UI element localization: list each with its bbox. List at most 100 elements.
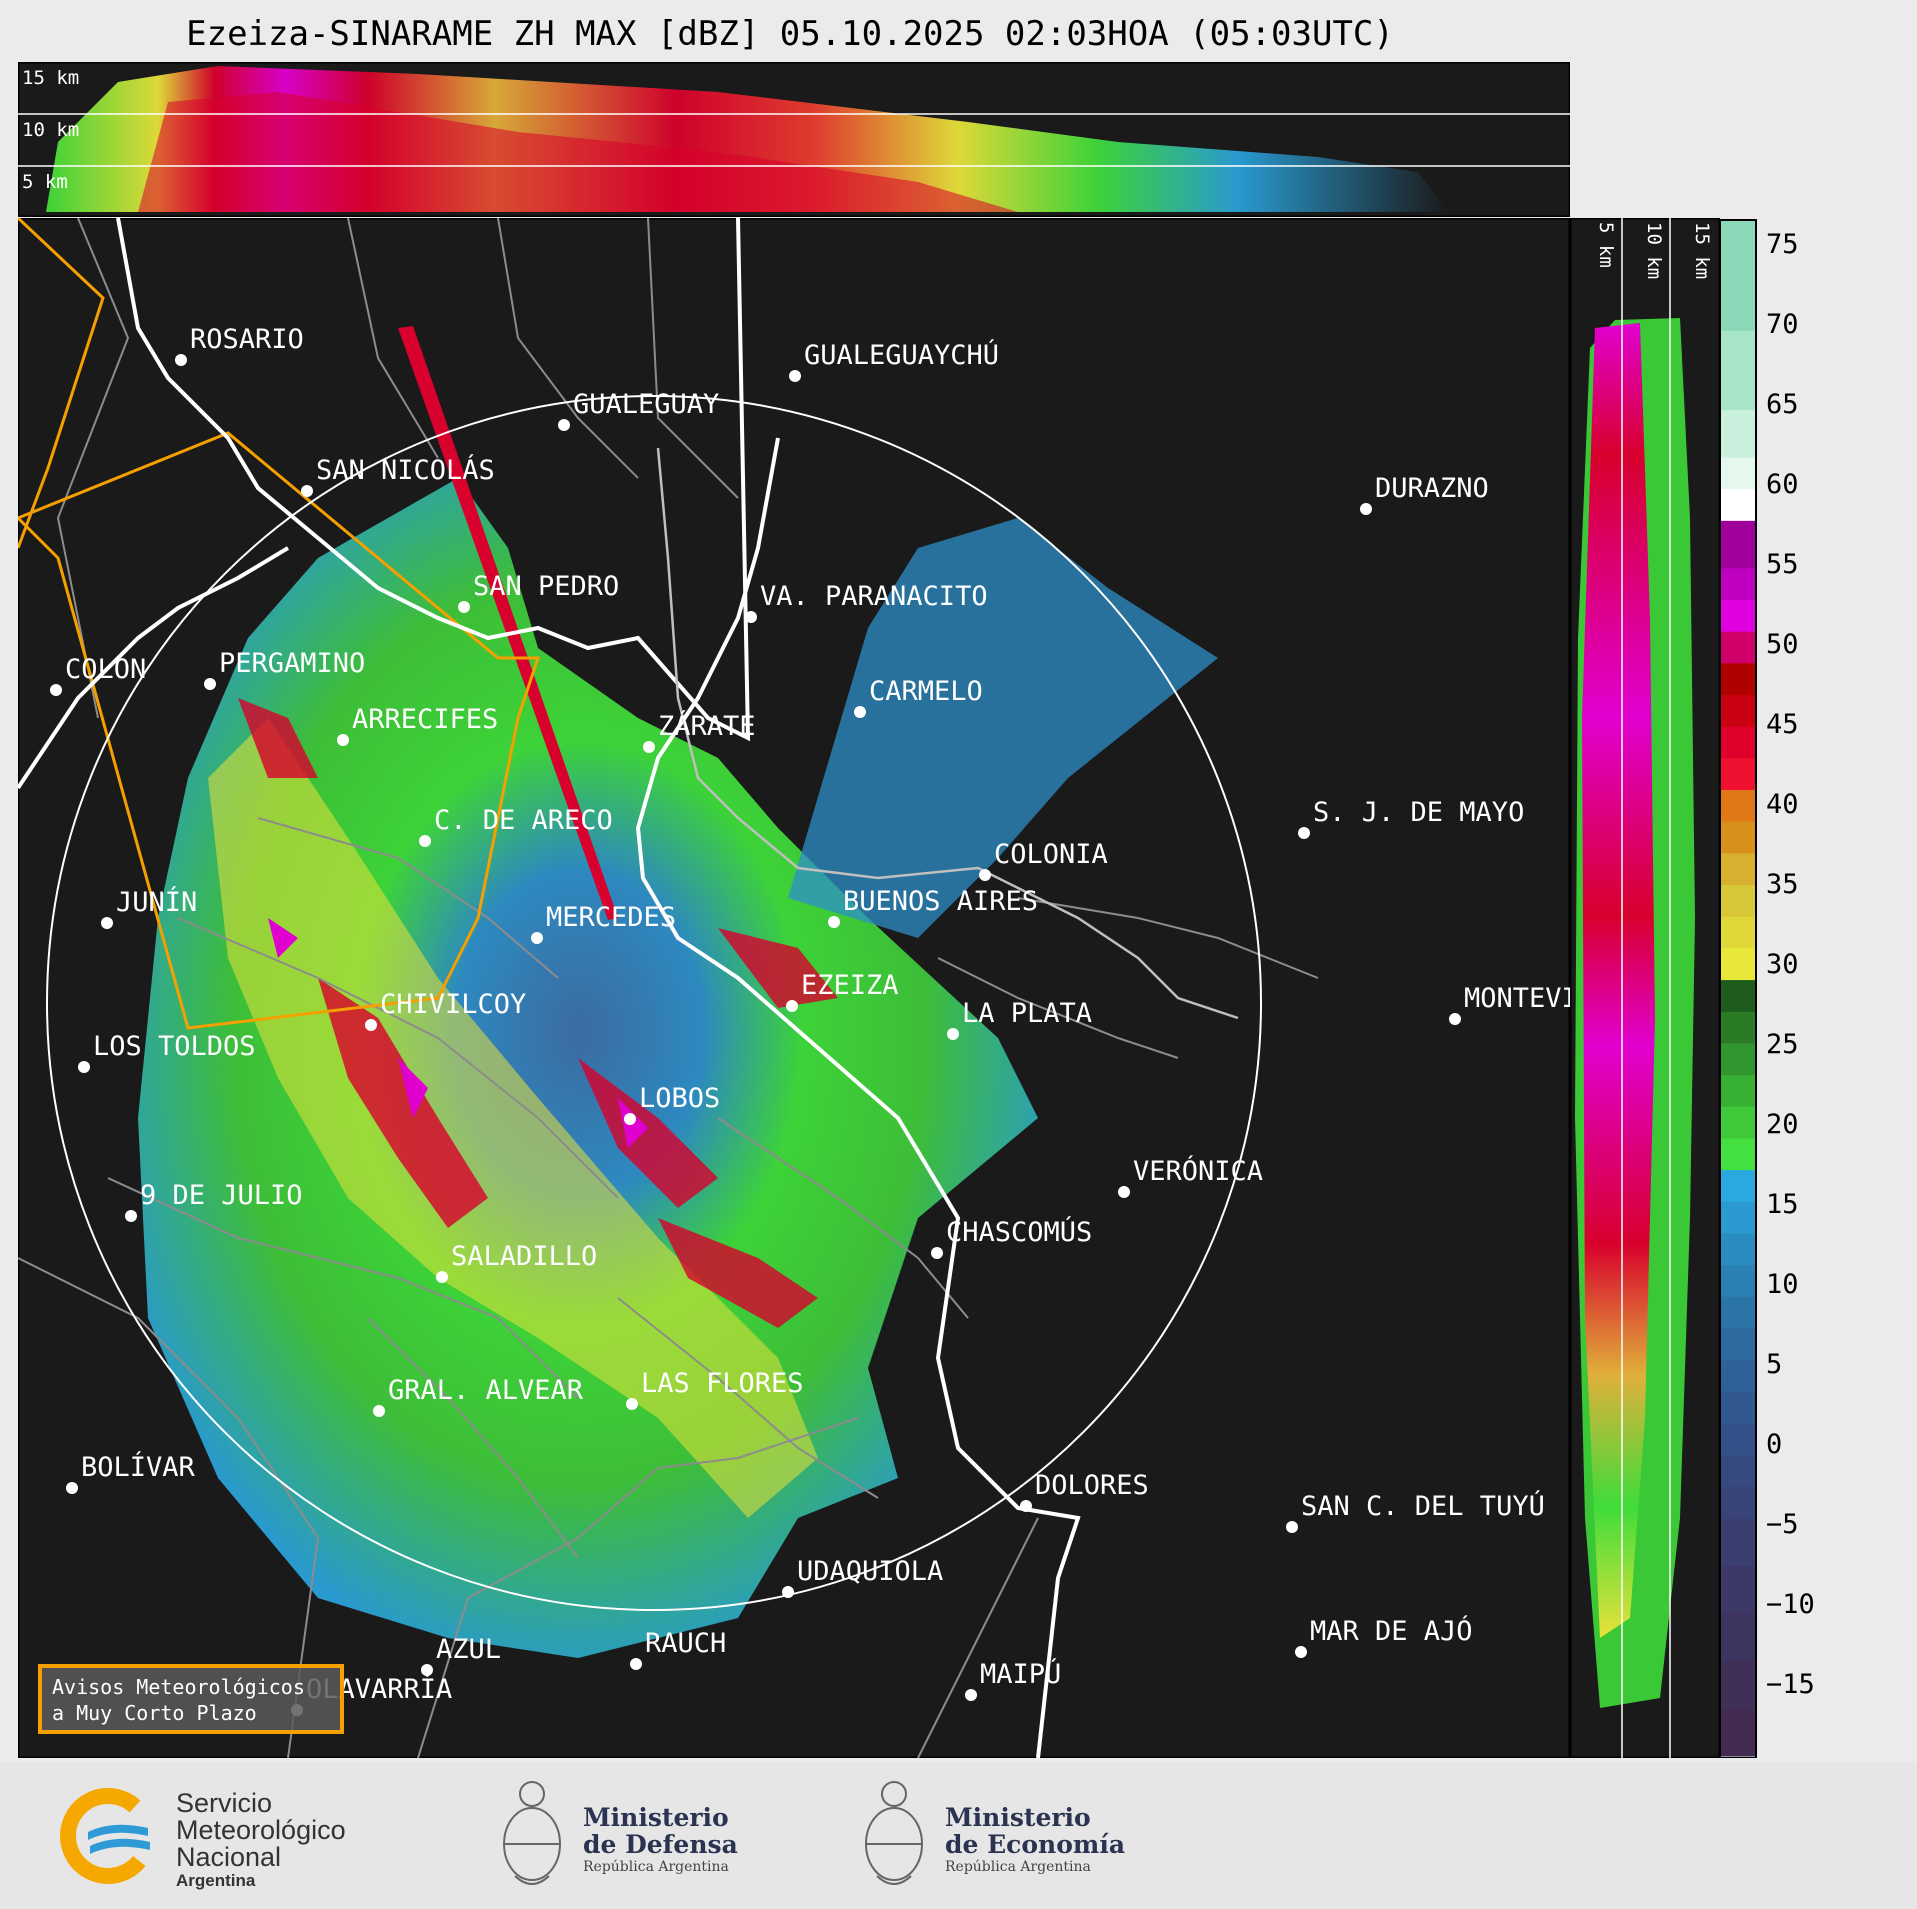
footer-logos: Servicio Meteorológico Nacional Argentin… [0,1762,1917,1909]
warning-area-2 [18,431,541,1030]
colorbar-tick: 70 [1766,309,1799,340]
city-label: COLONIA [994,839,1108,870]
warnings-legend-line1: Avisos Meteorológicos [52,1675,305,1699]
colorbar-swatch [1720,631,1756,664]
city-label: MAR DE AJÓ [1310,1615,1473,1647]
city-label: C. DE ARECO [434,805,613,836]
colorbar-swatch [1720,1708,1756,1757]
city-label: GUALEGUAYCHÚ [804,339,999,371]
side-cross-section: 5 km 10 km 15 km [1570,218,1720,1758]
smn-line1: Servicio [176,1788,273,1818]
colorbar-tick: −10 [1766,1589,1815,1620]
side-label-15km: 15 km [1691,222,1713,279]
colorbar-swatch [1720,1296,1756,1329]
city-label: COLON [65,654,146,685]
city-label: SAN NICOLÁS [316,454,495,486]
colorbar-swatch [1720,330,1756,411]
colorbar-swatch [1720,663,1756,696]
colorbar-swatch [1720,1613,1756,1662]
city-label: LOBOS [639,1083,720,1114]
economia-line2: de Economía [945,1830,1126,1859]
argentine-coat-of-arms-icon [865,1781,923,1885]
colorbar-swatch [1720,980,1756,1013]
colorbar-tick: −15 [1766,1669,1815,1700]
city-label: SALADILLO [451,1241,597,1272]
colorbar-tick: 65 [1766,389,1799,420]
city-label: LAS FLORES [641,1368,804,1399]
colorbar-swatch [1720,568,1756,601]
colorbar-swatch [1720,726,1756,759]
city-label: LOS TOLDOS [93,1031,256,1062]
admin-borders [18,218,1319,1758]
echo-red-cores [238,698,838,1328]
colorbar-swatch [1720,790,1756,823]
city-label: LA PLATA [962,998,1092,1029]
city-label: UDAQUIOLA [797,1556,943,1587]
smn-line4: Argentina [176,1871,256,1890]
colorbar-swatch [1720,1265,1756,1298]
defensa-line3: República Argentina [583,1859,729,1875]
warnings-legend-line2: a Muy Corto Plazo [52,1701,257,1725]
colorbar-swatch [1720,457,1756,490]
echo-northeast-fan [788,518,1218,938]
colorbar-swatch [1720,695,1756,728]
city-label: DOLORES [1035,1470,1149,1501]
top-cross-section: 15 km 10 km 5 km [18,62,1570,217]
city-label: MAIPÚ [980,1658,1061,1690]
colorbar-tick: 25 [1766,1029,1799,1060]
colorbar-ticks: 75 70 65 60 55 50 45 40 35 30 25 20 15 1… [1766,229,1815,1700]
defensa-line2: de Defensa [583,1830,738,1859]
smn-swirl-icon [60,1788,156,1884]
defensa-logo: Ministerio de Defensa República Argentin… [495,1776,755,1901]
colorbar-swatches [1720,220,1756,1757]
economia-line1: Ministerio [945,1803,1091,1832]
warnings-legend[interactable]: Avisos Meteorológicos a Muy Corto Plazo [38,1664,344,1734]
colorbar-swatch [1720,220,1756,332]
side-label-5km: 5 km [1595,222,1617,268]
colorbar-tick: 50 [1766,629,1799,660]
city-label: VERÓNICA [1133,1155,1263,1187]
colorbar-swatch [1720,1391,1756,1424]
colorbar-swatch [1720,821,1756,854]
page-title: Ezeiza-SINARAME ZH MAX [dBZ] 05.10.2025 … [186,14,1394,54]
city-label: CHIVILCOY [380,989,526,1020]
city-label: CARMELO [869,676,983,707]
city-label: MONTEVIDEO [1464,983,1570,1014]
economia-line3: República Argentina [945,1859,1091,1875]
city-label: AZUL [436,1634,501,1665]
colorbar-swatch [1720,1518,1756,1567]
city-label: CHASCOMÚS [946,1216,1092,1248]
colorbar-tick: −5 [1766,1509,1799,1540]
colorbar-swatch [1720,1043,1756,1076]
colorbar-swatch [1720,853,1756,886]
colorbar-swatch [1720,1565,1756,1614]
city-label: BUENOS AIRES [843,886,1038,917]
top-echo-core [138,92,1018,212]
colorbar-swatch [1720,489,1756,522]
colorbar-swatch [1720,1075,1756,1108]
colorbar-swatch [1720,1328,1756,1361]
city-label: SAN C. DEL TUYÚ [1301,1490,1545,1522]
city-label: PERGAMINO [219,648,365,679]
defensa-line1: Ministerio [583,1803,729,1832]
side-label-10km: 10 km [1643,222,1665,279]
colorbar-swatch [1720,1106,1756,1139]
colorbar-swatch [1720,1011,1756,1044]
river-uruguay [656,447,1239,1020]
colorbar-swatch [1720,758,1756,791]
colorbar-tick: 75 [1766,229,1799,260]
warning-area [18,218,105,549]
city-label: DURAZNO [1375,473,1489,504]
city-label: S. J. DE MAYO [1313,797,1524,828]
echo-spoke [398,326,618,920]
city-label: GRAL. ALVEAR [388,1375,584,1406]
colorbar-swatch [1720,1423,1756,1456]
colorbar-swatch [1720,410,1756,459]
colorbar-tick: 10 [1766,1269,1799,1300]
colorbar-swatch [1720,520,1756,569]
colorbar-tick: 35 [1766,869,1799,900]
colorbar-swatch [1720,1360,1756,1393]
colorbar-tick: 30 [1766,949,1799,980]
radar-map: ROSARIO GUALEGUAYCHÚ GUALEGUAY SAN NICOL… [18,218,1570,1758]
colorbar-tick: 55 [1766,549,1799,580]
